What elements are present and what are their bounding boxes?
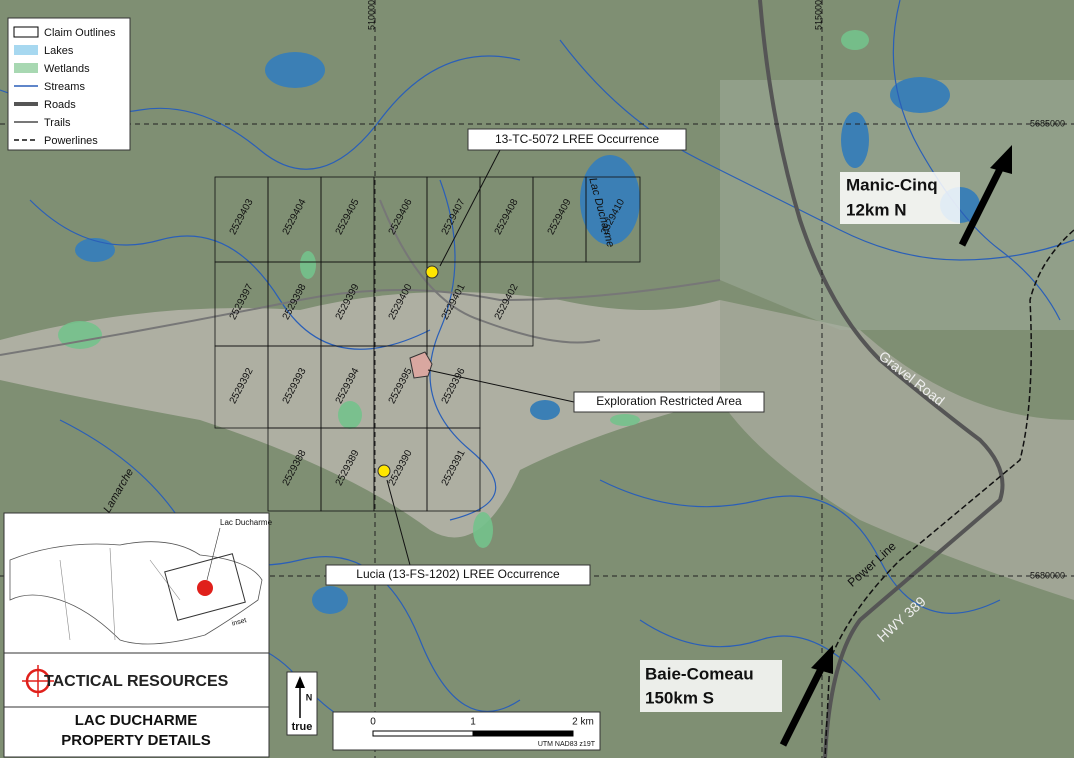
easting-label: 510000: [366, 0, 376, 30]
direction-place: Baie-Comeau: [645, 664, 754, 683]
logo: TACTICAL RESOURCES: [3, 652, 270, 708]
title: PROPERTY DETAILS: [61, 732, 210, 749]
inset: Lac Ducharme inset: [3, 512, 273, 654]
northing-label: 5685000: [1030, 118, 1065, 128]
legend-label: Lakes: [44, 45, 74, 57]
logo-text: TACTICAL RESOURCES: [44, 673, 229, 690]
legend-label: Wetlands: [44, 63, 90, 75]
scale-label: 2 km: [572, 717, 594, 728]
leader: [427, 369, 575, 403]
wetlands: [58, 30, 869, 548]
occurrence: [425, 265, 439, 279]
title-block: LAC DUCHARME PROPERTY DETAILS: [3, 706, 270, 758]
projection: UTM NAD83 z19T: [538, 741, 596, 748]
north-true: true: [292, 721, 313, 733]
legend-label: Claim Outlines: [44, 27, 116, 39]
callouts: 13-TC-5072 LREE Occurrence Exploration R…: [325, 128, 765, 586]
callout: Lucia (13-FS-1202) LREE Occurrence: [356, 567, 560, 581]
legend-label: Trails: [44, 117, 71, 129]
leader: [386, 479, 411, 566]
legend-label: Streams: [44, 81, 85, 93]
claim-cell: [479, 261, 534, 347]
callout: 13-TC-5072 LREE Occurrence: [495, 132, 659, 146]
legend-label: Powerlines: [44, 135, 98, 147]
scale-bar: 0 1 2 km UTM NAD83 z19T: [332, 711, 601, 751]
claim-cell: [585, 176, 641, 263]
direction-arrows: Manic-Cinq 12km N Baie-Comeau 150km S: [640, 145, 1012, 747]
direction-distance: 150km S: [645, 688, 714, 707]
scale-label: 1: [470, 717, 476, 728]
northing-label: 5680000: [1030, 570, 1065, 580]
inset-box-label: inset: [231, 617, 247, 628]
inset-label: Lac Ducharme: [220, 518, 273, 527]
leader: [439, 149, 501, 267]
title: LAC DUCHARME: [75, 712, 198, 729]
north-arrow: N true: [286, 671, 318, 736]
callout-box: [573, 391, 765, 413]
claim-cell: [426, 427, 481, 512]
direction-place: Manic-Cinq: [846, 175, 938, 194]
powerline: [824, 229, 1074, 758]
scale-label: 0: [370, 717, 376, 728]
callout: Exploration Restricted Area: [596, 394, 742, 408]
north-label: N: [306, 692, 313, 702]
callout-box: [467, 128, 687, 151]
occurrence: [377, 464, 391, 478]
legend: Claim Outlines Lakes Wetlands Streams Roads T…: [7, 17, 131, 151]
easting-label: 515000: [813, 0, 823, 30]
callout-box: [325, 564, 591, 586]
direction-distance: 12km N: [846, 200, 906, 219]
legend-label: Roads: [44, 99, 76, 111]
